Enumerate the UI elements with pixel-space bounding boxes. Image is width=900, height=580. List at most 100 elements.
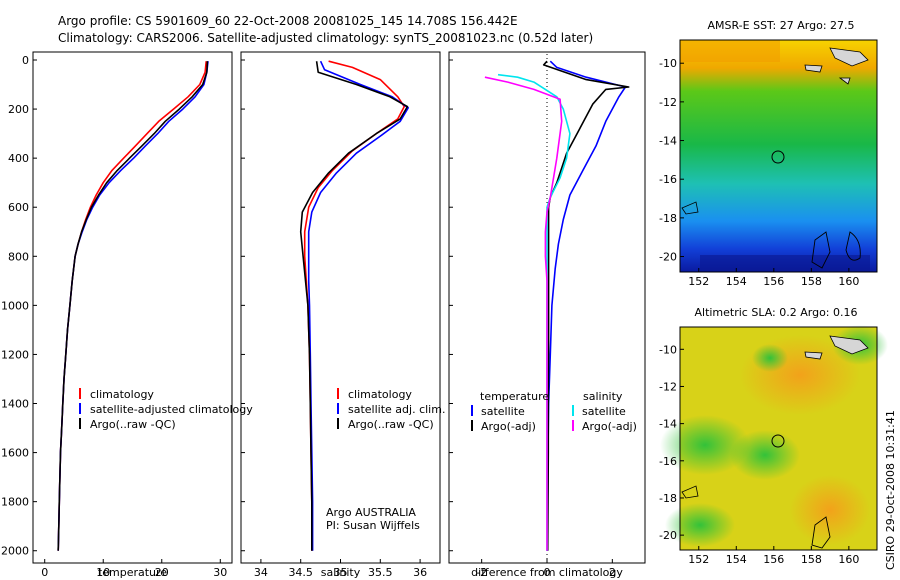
legend-label: satellite-adjusted climatology (90, 403, 253, 416)
profile-line-magenta (484, 76, 563, 551)
legend-label: Argo(-adj) (582, 420, 637, 433)
legend-label: satellite (481, 405, 525, 418)
sst-map-field (680, 40, 877, 272)
sla-land-1 (829, 335, 869, 355)
legend-title-salinity: salinity (583, 390, 623, 403)
map-y-tick-label: -12 (659, 380, 677, 393)
sst-argo-location-marker (771, 150, 785, 164)
legend-label: climatology (348, 388, 412, 401)
sla-low-2 (730, 430, 800, 480)
profile-line-red (303, 60, 405, 551)
y-tick-label: 0 (22, 54, 29, 67)
sst-map-axes: 152 154 156 158 160 -10 -12 -14 -16 -18 -20 (659, 57, 859, 288)
profile-line-black (299, 61, 409, 551)
sla-contour-2 (681, 485, 699, 499)
x-tick-label: 10 (96, 566, 110, 579)
y-tick-label: 1200 (1, 348, 29, 361)
sst-warm-patch (680, 40, 780, 62)
x-tick-label: 0 (544, 566, 551, 579)
y-tick-label: 1800 (1, 496, 29, 509)
sst-contour-3 (681, 201, 699, 215)
sst-land-3 (838, 77, 851, 85)
x-axis-label: difference from climatology (471, 566, 623, 579)
profile-line-red (57, 61, 207, 551)
sst-map-frame (679, 39, 878, 273)
map-x-tick-label: 156 (763, 275, 784, 288)
map-y-tick-label: -16 (659, 173, 677, 186)
map-x-tick-label: 152 (688, 553, 709, 566)
y-tick-label: 200 (8, 103, 29, 116)
sla-land-2 (804, 351, 823, 360)
salinity-panel: 34 34.5 35 35.5 36 salinity climatology satelli… (240, 51, 445, 579)
sla-low-5 (752, 344, 788, 372)
plot-frame (240, 51, 441, 564)
x-axis-label: salinity (321, 566, 361, 579)
x-tick-label: 34 (254, 566, 268, 579)
legend-title-temperature: temperature (480, 390, 549, 403)
map-y-tick-label: -18 (659, 212, 677, 225)
sst-land-2 (804, 64, 823, 73)
legend-label: satellite adj. clim. (348, 403, 445, 416)
legend-label: Argo(..raw -QC) (90, 418, 176, 431)
legend-label: climatology (90, 388, 154, 401)
temperature-panel: 0 10 20 30 0 200 400 600 800 1000 1200 1400 1600 1800… (1, 51, 253, 579)
timestamp-label: CSIRO 29-Oct-2008 10:31:41 (884, 410, 897, 570)
x-tick-label: 36 (413, 566, 427, 579)
annotation-text: Argo AUSTRALIA (326, 506, 416, 519)
map-x-tick-label: 154 (726, 275, 747, 288)
profile-line-blue (57, 61, 209, 551)
y-tick-label: 1400 (1, 398, 29, 411)
map-y-tick-label: -18 (659, 492, 677, 505)
map-x-tick-label: 156 (763, 553, 784, 566)
profile-line-black (57, 61, 209, 551)
x-tick-label: 34.5 (288, 566, 313, 579)
figure-title-line2: Climatology: CARS2006. Satellite-adjuste… (58, 31, 593, 45)
x-tick-label: 30 (213, 566, 227, 579)
map-y-tick-label: -20 (659, 529, 677, 542)
sla-map-axes: 152 154 156 158 160 -10 -12 -14 -16 -18 -20 (659, 343, 859, 566)
sla-map-frame (679, 326, 878, 551)
sla-argo-location-marker (771, 434, 785, 448)
x-tick-label: 35.5 (368, 566, 393, 579)
y-tick-label: 1600 (1, 447, 29, 460)
sla-low-1 (660, 415, 750, 475)
map-y-tick-label: -16 (659, 455, 677, 468)
y-tick-label: 400 (8, 152, 29, 165)
x-axis-label: temperature (98, 566, 167, 579)
sst-map: AMSR-E SST: 27 Argo: 27.5 152 154 156 158 16… (659, 19, 878, 288)
map-x-tick-label: 152 (688, 275, 709, 288)
map-y-tick-label: -14 (659, 135, 677, 148)
x-tick-label: 20 (155, 566, 169, 579)
annotation-text: PI: Susan Wijffels (326, 519, 420, 532)
sla-high-2 (790, 475, 870, 545)
legend-label: satellite (582, 405, 626, 418)
y-tick-label: 800 (8, 250, 29, 263)
map-y-tick-label: -14 (659, 418, 677, 431)
map-y-tick-label: -10 (659, 343, 677, 356)
x-tick-label: 2 (609, 566, 616, 579)
legend-label: Argo(-adj) (481, 420, 536, 433)
figure-title-line1: Argo profile: CS 5901609_60 22-Oct-2008 … (58, 14, 518, 28)
map-x-tick-label: 160 (838, 553, 859, 566)
sst-land-1 (829, 47, 869, 67)
map-x-tick-label: 158 (801, 275, 822, 288)
sst-map-title: AMSR-E SST: 27 Argo: 27.5 (707, 19, 854, 32)
map-y-tick-label: -10 (659, 57, 677, 70)
plot-frame (32, 51, 233, 564)
profile-line-blue (546, 60, 627, 551)
x-tick-label: -2 (476, 566, 487, 579)
map-x-tick-label: 158 (801, 553, 822, 566)
sst-contour-1 (811, 231, 831, 269)
sst-cold-patch (700, 255, 870, 272)
y-tick-label: 2000 (1, 545, 29, 558)
sla-contour-1 (811, 516, 831, 549)
profile-line-blue (307, 60, 409, 551)
map-x-tick-label: 160 (838, 275, 859, 288)
sla-map: Altimetric SLA: 0.2 Argo: 0.16 152 154 156… (659, 306, 888, 566)
x-tick-label: 0 (41, 566, 48, 579)
map-y-tick-label: -12 (659, 96, 677, 109)
profile-line-black (542, 60, 630, 551)
sla-map-title: Altimetric SLA: 0.2 Argo: 0.16 (694, 306, 857, 319)
